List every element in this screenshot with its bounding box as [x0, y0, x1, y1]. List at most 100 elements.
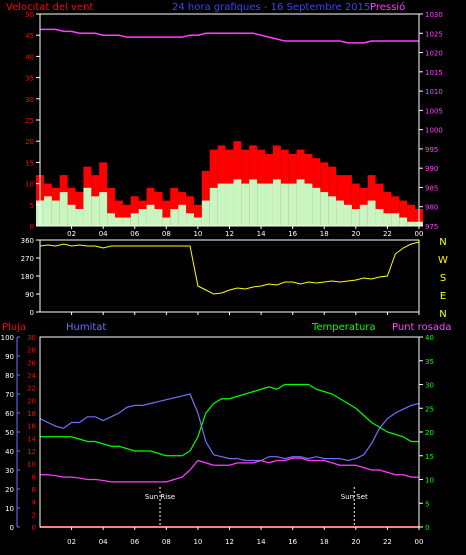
- rain-tick-label: 22: [27, 385, 36, 393]
- average-wind-bar: [146, 204, 155, 226]
- hour-tick-label: 06: [130, 230, 139, 238]
- average-wind-bar: [67, 204, 76, 226]
- average-wind-bar: [280, 183, 289, 226]
- direction-tick-label: 0: [30, 309, 34, 317]
- temperature-tick-label: 20: [425, 429, 434, 437]
- rain-tick-label: 20: [27, 397, 36, 405]
- average-wind-bar: [83, 187, 92, 226]
- average-wind-bar: [59, 192, 68, 226]
- gust-bar: [343, 175, 352, 226]
- hour-tick-label: 12: [225, 538, 234, 546]
- wind-speed-tick-label: 25: [25, 117, 34, 125]
- direction-tick-label: 90: [25, 291, 34, 299]
- hour-tick-label: 08: [162, 230, 171, 238]
- humidity-tick-label: 70: [5, 391, 14, 399]
- hour-tick-label: 16: [288, 230, 297, 238]
- hour-tick-label: 20: [351, 538, 360, 546]
- average-wind-bar: [233, 179, 242, 226]
- average-wind-bar: [257, 183, 266, 226]
- humidity-tick-label: 30: [5, 467, 14, 475]
- average-wind-bar: [296, 179, 305, 226]
- temp-humidity-panel: Pluja Humitat Temperatura Punt rosada Su…: [1, 322, 452, 546]
- pressure-label: Pressió: [370, 1, 405, 13]
- rain-tick-label: 10: [27, 461, 36, 469]
- average-wind-bar: [193, 217, 202, 226]
- temperature-tick-label: 15: [425, 453, 434, 461]
- hour-tick-label: 00: [415, 538, 424, 546]
- average-wind-bar: [51, 200, 60, 226]
- direction-tick-label: 360: [21, 237, 34, 245]
- pressure-tick-label: 1015: [425, 69, 443, 77]
- gust-bar: [193, 204, 202, 226]
- gust-bar: [407, 204, 416, 226]
- average-wind-bar: [367, 200, 376, 226]
- humidity-tick-label: 50: [5, 429, 14, 437]
- humidity-tick-label: 100: [1, 334, 14, 342]
- temperature-tick-label: 25: [425, 405, 434, 413]
- humidity-tick-label: 40: [5, 448, 14, 456]
- rain-tick-label: 30: [27, 334, 36, 342]
- rain-tick-label: 12: [27, 448, 36, 456]
- average-wind-bar: [288, 183, 297, 226]
- rain-tick-label: 14: [27, 435, 36, 443]
- wind-pressure-panel: Velocitat del vent 24 hora grafiques - 1…: [6, 1, 443, 238]
- gust-bar: [162, 200, 171, 226]
- wind-speed-tick-label: 20: [25, 138, 34, 146]
- direction-tick-label: 270: [21, 255, 34, 263]
- gust-bar: [351, 183, 360, 226]
- humidity-tick-label: 90: [5, 353, 14, 361]
- average-wind-bar: [154, 209, 163, 226]
- hour-tick-label: 20: [351, 230, 360, 238]
- hour-tick-label: 04: [99, 538, 108, 546]
- temperature-line: [40, 383, 419, 457]
- average-wind-bar: [407, 221, 416, 226]
- average-wind-bar: [320, 192, 329, 226]
- hour-tick-label: 18: [320, 230, 329, 238]
- humidity-tick-label: 10: [5, 505, 14, 513]
- hour-tick-label: 06: [130, 538, 139, 546]
- temperature-tick-label: 30: [425, 382, 434, 390]
- pressure-tick-label: 1025: [425, 30, 443, 38]
- average-wind-bar: [383, 213, 392, 226]
- hour-tick-label: 16: [288, 538, 297, 546]
- temperature-tick-label: 35: [425, 358, 434, 366]
- average-wind-bar: [217, 183, 226, 226]
- wind-speed-label: Velocitat del vent: [6, 2, 93, 13]
- average-wind-bar: [99, 192, 108, 226]
- pressure-tick-label: 980: [425, 204, 438, 212]
- direction-series-group: [39, 241, 420, 295]
- hour-tick-label: 10: [193, 538, 202, 546]
- pressure-tick-label: 975: [425, 223, 438, 231]
- temperature-tick-label: 0: [425, 524, 429, 532]
- average-wind-bar: [115, 217, 123, 226]
- average-wind-bar: [312, 187, 321, 226]
- compass-label: N: [439, 237, 446, 248]
- pressure-tick-label: 1030: [425, 11, 443, 19]
- wind-pressure-ticks: 0510152025303540455097598098599099510001…: [25, 11, 443, 238]
- rain-tick-label: 16: [27, 423, 36, 431]
- sunset-label: Sun Set: [341, 493, 368, 501]
- dewpoint-line: [40, 457, 419, 483]
- hour-tick-label: 10: [193, 230, 202, 238]
- rain-tick-label: 8: [32, 473, 36, 481]
- pressure-tick-label: 1010: [425, 88, 443, 96]
- average-wind-bar: [399, 217, 408, 226]
- rain-tick-label: 2: [32, 511, 36, 519]
- average-wind-bar: [265, 183, 273, 226]
- temperature-label: Temperatura: [311, 322, 376, 333]
- wind-speed-tick-label: 35: [25, 75, 34, 83]
- wind-series-group: [36, 28, 423, 226]
- hour-tick-label: 04: [99, 230, 108, 238]
- average-wind-bar: [336, 200, 344, 226]
- sunrise-label: Sun Rise: [145, 493, 175, 501]
- wind-pressure-plot-frame: [39, 13, 420, 227]
- average-wind-bar: [249, 179, 258, 226]
- average-wind-bar: [178, 204, 187, 226]
- gust-bar: [186, 196, 194, 226]
- temp-humidity-ticks: 0102030405060708090100024681012141618202…: [1, 334, 434, 546]
- chart-title: 24 hora grafiques - 16 Septembre 2015: [172, 2, 370, 13]
- average-wind-bar: [391, 213, 400, 226]
- humidity-tick-label: 60: [5, 410, 14, 418]
- humidity-line: [39, 393, 420, 462]
